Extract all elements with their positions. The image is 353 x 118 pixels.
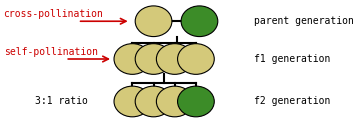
Text: 3:1 ratio: 3:1 ratio	[35, 97, 88, 106]
Text: f1 generation: f1 generation	[254, 54, 330, 64]
Text: cross-pollination: cross-pollination	[4, 9, 103, 19]
Ellipse shape	[135, 86, 172, 117]
Ellipse shape	[114, 44, 151, 74]
Ellipse shape	[114, 86, 151, 117]
Ellipse shape	[156, 44, 193, 74]
Ellipse shape	[135, 6, 172, 37]
Ellipse shape	[178, 44, 214, 74]
Ellipse shape	[156, 86, 193, 117]
Ellipse shape	[135, 44, 172, 74]
Text: f2 generation: f2 generation	[254, 97, 330, 106]
Ellipse shape	[178, 86, 214, 117]
Text: self-pollination: self-pollination	[4, 47, 97, 57]
Text: parent generation: parent generation	[254, 16, 353, 26]
Ellipse shape	[181, 6, 218, 37]
